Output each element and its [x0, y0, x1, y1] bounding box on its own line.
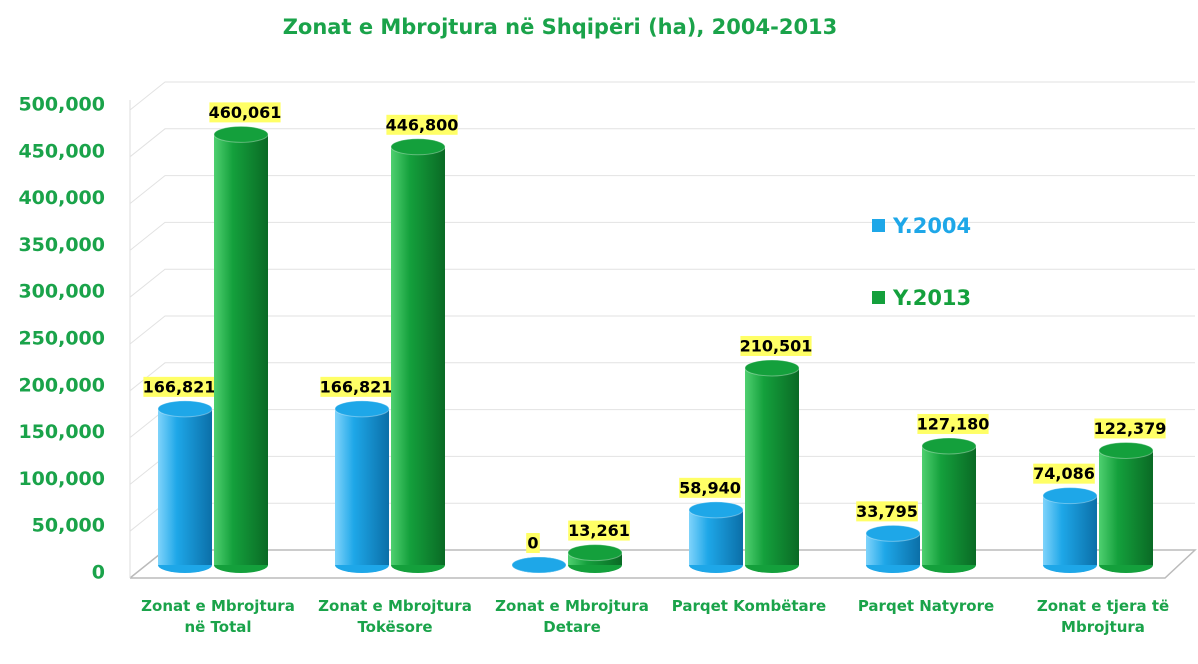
- bar: [1098, 441, 1154, 573]
- bar-top: [213, 125, 269, 143]
- bar-top: [567, 544, 623, 562]
- bar-body: [922, 445, 976, 565]
- bar: [511, 556, 567, 574]
- bar-top: [334, 400, 390, 418]
- x-tick-label: Zonat e Mbrojtura Tokësore: [318, 597, 472, 636]
- bar-body: [1043, 495, 1097, 565]
- value-label-bg: [679, 477, 741, 498]
- value-label-bg: [1094, 418, 1166, 439]
- grid-line: [129, 268, 1195, 298]
- y-tick-label: 350,000: [18, 234, 105, 256]
- bar-body: [689, 509, 743, 565]
- grid-line: [129, 81, 1195, 111]
- bar-top: [390, 138, 446, 156]
- grid-line: [129, 221, 1195, 251]
- x-tick-label: Zonat e Mbrojtura Detare: [495, 597, 649, 636]
- value-label-bg: [856, 501, 918, 522]
- bar-body: [158, 408, 212, 565]
- bar: [921, 437, 977, 573]
- y-tick-label: 50,000: [32, 515, 105, 537]
- x-tick-label: Parqet Kombëtare: [671, 597, 827, 615]
- grid-line: [129, 502, 1195, 532]
- value-label-bg: [568, 520, 630, 541]
- y-tick-label: 500,000: [18, 94, 105, 116]
- x-tick-label: Parqet Natyrore: [857, 597, 995, 615]
- grid-line: [129, 128, 1195, 158]
- bar-body: [745, 367, 799, 565]
- bar: [1042, 487, 1098, 573]
- bar: [157, 400, 213, 573]
- value-label: 13,261: [568, 521, 630, 540]
- bar-body: [335, 408, 389, 565]
- bar: [334, 400, 390, 573]
- bar-top: [157, 400, 213, 418]
- bar: [865, 524, 921, 573]
- value-label: 166,821: [143, 377, 216, 396]
- value-label: 58,940: [679, 478, 741, 497]
- y-tick-label: 250,000: [18, 328, 105, 350]
- bar-top: [511, 556, 567, 574]
- value-label-bg: [386, 114, 458, 135]
- value-label: 127,180: [917, 414, 990, 433]
- bar-body: [391, 146, 445, 565]
- value-label: 460,061: [209, 103, 282, 122]
- chart-title: Zonat e Mbrojtura në Shqipëri (ha), 2004…: [283, 15, 838, 39]
- value-label-bg: [917, 413, 989, 434]
- bar: [213, 125, 269, 573]
- value-label: 166,821: [320, 377, 393, 396]
- value-label-bg: [526, 533, 540, 553]
- y-tick-label: 200,000: [18, 374, 105, 396]
- y-tick-label: 450,000: [18, 140, 105, 162]
- y-tick-label: 300,000: [18, 281, 105, 303]
- value-label: 446,800: [386, 115, 459, 134]
- bar-top: [744, 359, 800, 377]
- bar-top: [1098, 441, 1154, 459]
- value-label: 210,501: [740, 336, 813, 355]
- bar-top: [688, 501, 744, 519]
- y-tick-label: 400,000: [18, 187, 105, 209]
- legend-label: Y.2013: [892, 286, 971, 310]
- bar-top: [865, 524, 921, 542]
- floor: [129, 549, 1197, 579]
- y-tick-label: 100,000: [18, 468, 105, 490]
- value-label: 0: [527, 534, 538, 553]
- value-label-bg: [320, 376, 392, 397]
- y-tick-label: 150,000: [18, 421, 105, 443]
- value-label-bg: [1033, 463, 1095, 484]
- bar-top: [921, 437, 977, 455]
- bar: [567, 544, 623, 573]
- grid-line: [129, 315, 1195, 345]
- y-tick-label: 0: [92, 562, 105, 584]
- value-label-bg: [143, 376, 215, 397]
- x-tick-label: Zonat e Mbrojtura në Total: [141, 597, 295, 636]
- bar: [744, 359, 800, 573]
- grid-line: [129, 175, 1195, 204]
- legend-label: Y.2004: [892, 214, 971, 238]
- value-label: 33,795: [856, 502, 918, 521]
- bar: [390, 138, 446, 573]
- bar-top: [1042, 487, 1098, 505]
- grid-line: [129, 409, 1195, 438]
- bar-body: [214, 134, 268, 565]
- value-label: 122,379: [1094, 419, 1167, 438]
- grid-line: [129, 362, 1195, 392]
- value-label-bg: [209, 102, 281, 123]
- bar-body: [1099, 450, 1153, 565]
- value-label-bg: [740, 335, 812, 356]
- bar: [688, 501, 744, 573]
- x-tick-label: Zonat e tjera të Mbrojtura: [1036, 597, 1170, 636]
- legend-swatch: [872, 291, 885, 304]
- legend-swatch: [872, 219, 885, 232]
- value-label: 74,086: [1033, 464, 1095, 483]
